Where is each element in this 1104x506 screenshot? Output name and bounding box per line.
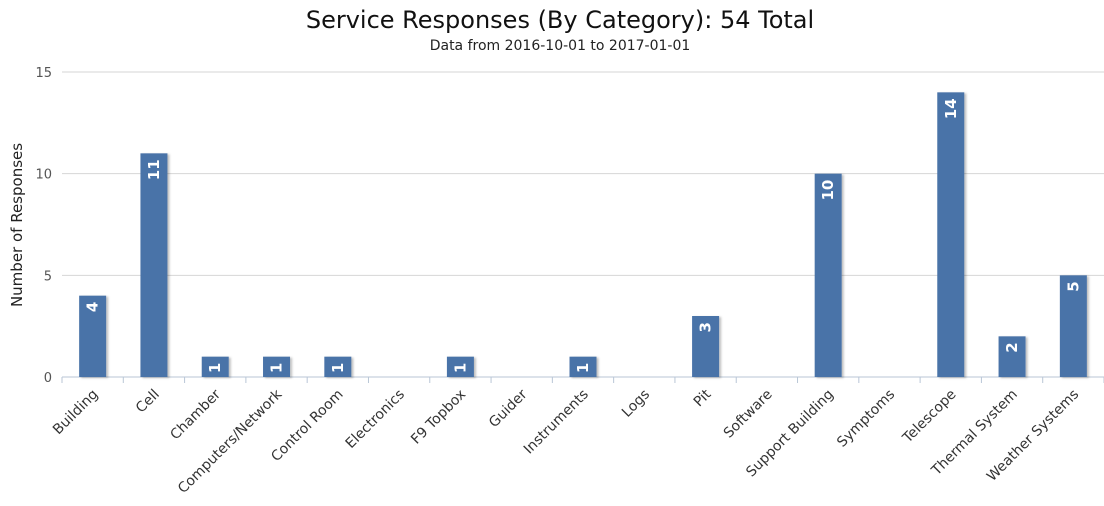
bar[interactable] bbox=[998, 336, 1026, 377]
data-label: 4 bbox=[84, 302, 102, 312]
bar[interactable] bbox=[937, 92, 965, 377]
bar[interactable] bbox=[201, 356, 229, 377]
bar[interactable] bbox=[692, 316, 720, 377]
x-category-label: Building bbox=[50, 387, 101, 438]
x-axis-labels: Building Cell ChamberComputers/NetworkCont… bbox=[50, 386, 1082, 497]
bar[interactable] bbox=[569, 356, 597, 377]
data-label: 3 bbox=[697, 322, 715, 332]
bar[interactable] bbox=[140, 153, 168, 377]
x-category-label: Symptoms bbox=[834, 387, 898, 451]
x-category-label: Computers/Network bbox=[175, 386, 286, 497]
data-label: 10 bbox=[819, 180, 837, 201]
y-tick-label: 10 bbox=[35, 168, 52, 183]
chart-subtitle: Data from 2016-10-01 to 2017-01-01 bbox=[429, 38, 691, 54]
bar[interactable] bbox=[263, 356, 291, 377]
x-category-label: Cell bbox=[133, 387, 163, 417]
data-label: 1 bbox=[329, 363, 347, 373]
data-label: 5 bbox=[1064, 281, 1082, 291]
x-category-label: Electronics bbox=[343, 387, 408, 452]
data-label: 2 bbox=[1003, 342, 1021, 352]
y-axis-label: Number of Responses bbox=[8, 143, 26, 307]
chart-title: Service Responses (By Category): 54 Tota… bbox=[305, 6, 815, 34]
x-category-label: Chamber bbox=[167, 386, 224, 443]
data-label: 14 bbox=[942, 98, 960, 119]
x-category-label: F9 Topbox bbox=[408, 387, 469, 448]
data-label: 1 bbox=[268, 363, 286, 373]
x-category-label: Guider bbox=[486, 386, 531, 431]
bar[interactable] bbox=[79, 295, 107, 377]
y-axis-ticks: 0 5 10 15 bbox=[35, 66, 52, 386]
bar[interactable] bbox=[814, 173, 842, 377]
data-label: 1 bbox=[574, 363, 592, 373]
x-category-label: Software bbox=[721, 387, 776, 442]
x-category-label: Telescope bbox=[899, 387, 959, 447]
data-label: 1 bbox=[451, 363, 469, 373]
y-tick-label: 0 bbox=[44, 371, 52, 386]
bar[interactable] bbox=[446, 356, 474, 377]
data-label: 11 bbox=[145, 159, 163, 180]
y-tick-label: 5 bbox=[44, 269, 52, 284]
bars bbox=[79, 92, 1087, 377]
bar[interactable] bbox=[1059, 275, 1087, 377]
bar[interactable] bbox=[324, 356, 352, 377]
x-category-label: Instruments bbox=[521, 387, 592, 458]
data-label: 1 bbox=[206, 363, 224, 373]
x-category-label: Logs bbox=[619, 387, 653, 421]
y-tick-label: 15 bbox=[35, 66, 52, 81]
x-category-label: Pit bbox=[691, 386, 715, 410]
